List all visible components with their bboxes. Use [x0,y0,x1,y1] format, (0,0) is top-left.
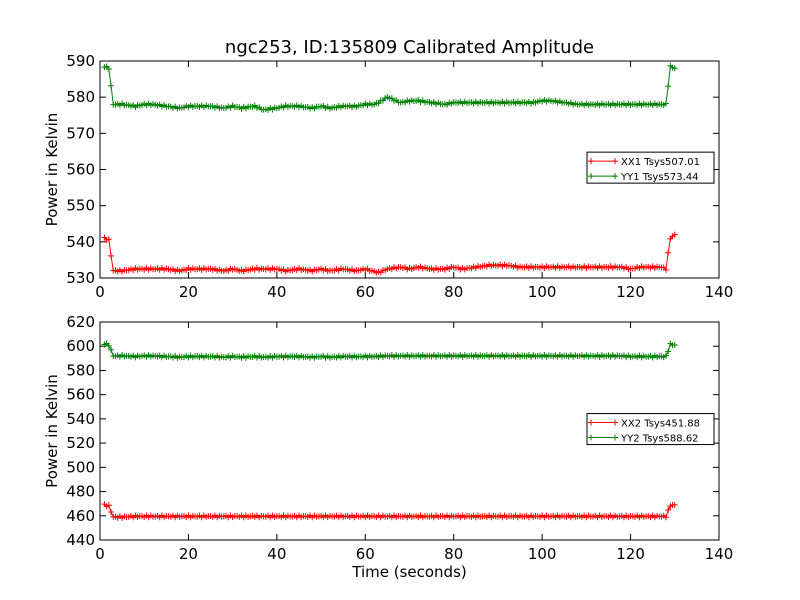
x-tick-label: 100 [528,283,557,301]
y-tick-label: 530 [66,269,95,287]
y-axis-label: Power in Kelvin [43,374,61,488]
y-tick-label: 480 [66,483,95,501]
legend-swatch-marker [588,158,594,165]
y-tick-label: 440 [66,531,95,549]
data-point-marker [108,252,115,259]
y-tick-label: 560 [66,161,95,179]
y-tick-label: 590 [66,52,95,70]
data-point-marker [105,236,112,243]
legend-swatch-marker [612,434,618,441]
x-tick-label: 40 [267,283,286,301]
y-tick-label: 500 [66,458,95,476]
data-point-marker [662,514,669,521]
series-1 [101,501,678,521]
legend-box [586,413,715,446]
chart-panel-2: 0 20 40 60 80 100 120 140 440 460 480 500 520 540 560 5… [43,313,733,581]
legend-label: YY1 Tsys573.44 [620,172,699,183]
x-tick-label: 120 [616,545,645,563]
legend-label: XX1 Tsys507.01 [621,157,700,168]
data-point-marker [108,509,115,516]
y-tick-label: 540 [66,233,95,251]
data-point-marker [105,66,112,73]
data-point-marker [665,249,672,256]
x-tick-label: 0 [95,545,105,563]
y-tick-label: 550 [66,197,95,215]
x-tick-label: 20 [179,283,198,301]
data-point-marker [662,266,669,273]
legend-swatch-marker [588,434,594,441]
legend: XX1 Tsys507.01 YY1 Tsys573.44 [586,151,715,184]
x-tick-label: 40 [267,545,286,563]
x-tick-label: 80 [444,283,463,301]
data-point-marker [662,100,669,107]
data-point-marker [105,342,112,349]
data-point-marker [662,352,669,359]
x-axis-label: Time (seconds) [351,563,467,581]
x-tick-label: 120 [616,283,645,301]
data-point-marker [108,82,115,89]
data-point-marker [665,507,672,514]
data-point-marker [671,342,678,349]
legend-swatch-marker [612,158,618,165]
x-tick-label: 140 [705,545,734,563]
data-point-marker [671,65,678,72]
chart-panel-1: 0 20 40 60 80 100 120 140 530 540 550 560 570 580 590 n… [43,37,733,301]
y-tick-label: 600 [66,337,95,355]
series-2 [101,62,678,113]
data-point-marker [665,83,672,90]
data-point-marker [105,502,112,509]
legend-box [586,151,715,184]
x-tick-label: 0 [95,283,105,301]
data-point-marker [665,348,672,355]
x-tick-label: 140 [705,283,734,301]
series-1 [101,231,678,276]
y-tick-label: 580 [66,361,95,379]
legend-swatch-marker [588,419,594,426]
series-2 [101,340,678,361]
legend-swatch-marker [588,173,594,180]
data-point-marker [671,231,678,238]
x-tick-label: 60 [356,545,375,563]
y-tick-label: 570 [66,124,95,142]
y-tick-label: 620 [66,313,95,331]
x-tick-label: 80 [444,545,463,563]
chart-title: ngc253, ID:135809 Calibrated Amplitude [225,37,594,58]
legend-label: YY2 Tsys588.62 [620,434,699,445]
x-tick-label: 20 [179,545,198,563]
data-point-marker [375,100,382,107]
legend-swatch-marker [612,419,618,426]
legend: XX2 Tsys451.88 YY2 Tsys588.62 [586,413,715,446]
y-tick-label: 460 [66,507,95,525]
y-tick-label: 540 [66,410,95,428]
x-tick-label: 100 [528,545,557,563]
x-tick-label: 60 [356,283,375,301]
y-tick-label: 560 [66,386,95,404]
y-tick-label: 580 [66,88,95,106]
legend-swatch-marker [612,173,618,180]
data-point-marker [108,346,115,353]
y-tick-label: 520 [66,434,95,452]
data-point-marker [671,501,678,508]
legend-label: XX2 Tsys451.88 [621,419,700,430]
y-axis-label: Power in Kelvin [43,113,61,227]
